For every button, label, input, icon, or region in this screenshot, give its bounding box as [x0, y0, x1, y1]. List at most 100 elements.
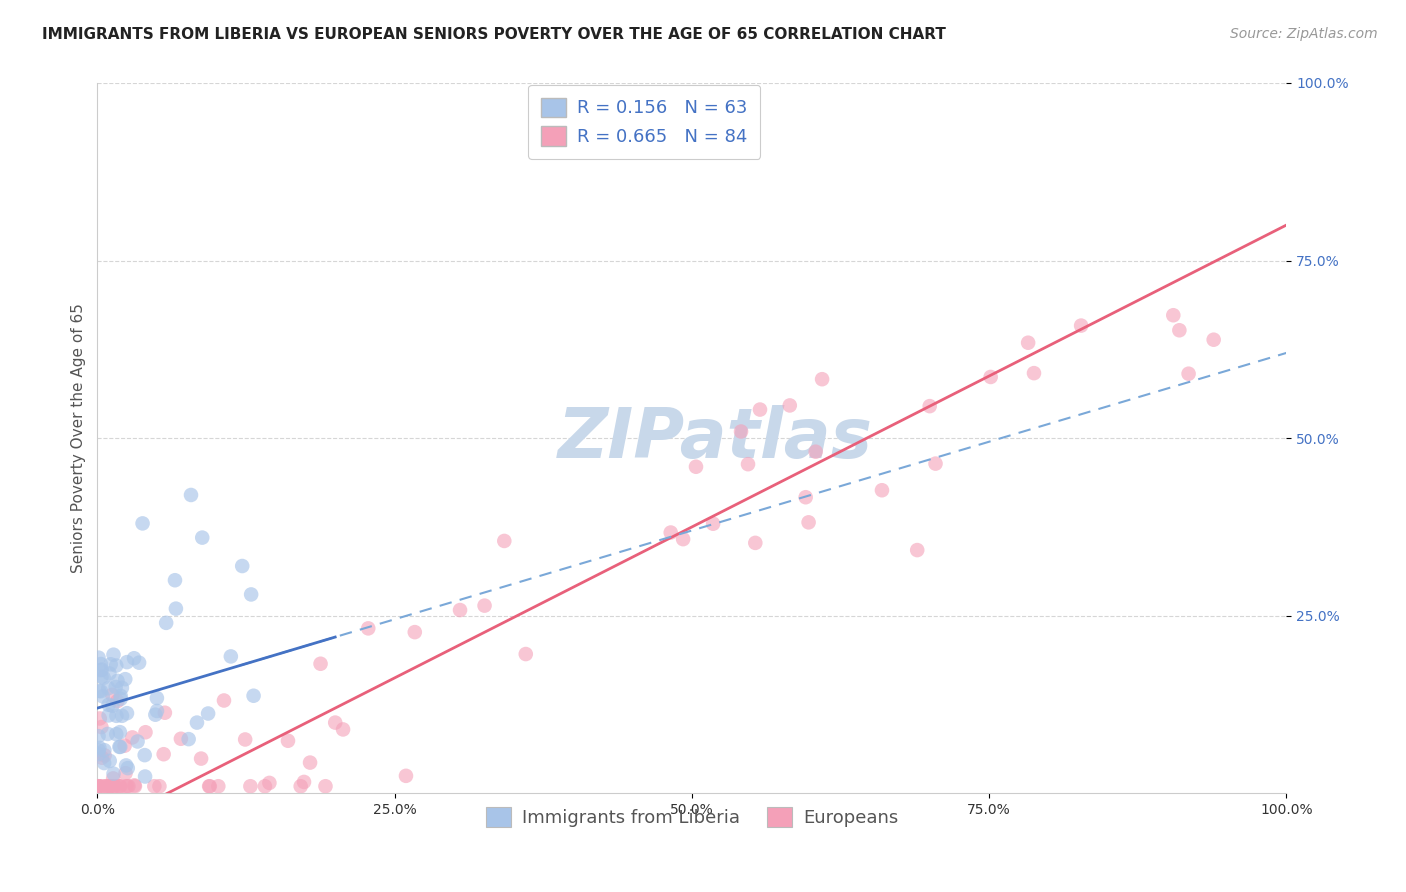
Point	[134, 725, 156, 739]
Point	[87, 650, 110, 665]
Point	[309, 657, 332, 671]
Point	[233, 732, 256, 747]
Point	[165, 601, 187, 615]
Point	[87, 747, 110, 761]
Point	[314, 779, 336, 793]
Point	[1070, 318, 1092, 333]
Point	[1022, 366, 1045, 380]
Point	[97, 727, 120, 741]
Point	[91, 751, 114, 765]
Point	[259, 776, 281, 790]
Point	[93, 743, 115, 757]
Point	[212, 693, 235, 707]
Point	[804, 444, 827, 458]
Point	[97, 708, 120, 723]
Point	[103, 779, 125, 793]
Legend: Immigrants from Liberia, Europeans: Immigrants from Liberia, Europeans	[478, 800, 905, 834]
Point	[163, 573, 186, 587]
Point	[152, 747, 174, 762]
Point	[121, 731, 143, 745]
Point	[104, 680, 127, 694]
Point	[239, 779, 262, 793]
Point	[115, 655, 138, 669]
Point	[395, 769, 418, 783]
Point	[190, 751, 212, 765]
Text: Source: ZipAtlas.com: Source: ZipAtlas.com	[1230, 27, 1378, 41]
Point	[108, 739, 131, 754]
Point	[299, 756, 322, 770]
Point	[90, 663, 112, 677]
Point	[134, 770, 156, 784]
Point	[749, 402, 772, 417]
Y-axis label: Seniors Poverty Over the Age of 65: Seniors Poverty Over the Age of 65	[72, 303, 86, 573]
Point	[730, 425, 752, 439]
Point	[797, 516, 820, 530]
Point	[1202, 333, 1225, 347]
Point	[114, 779, 136, 793]
Point	[96, 779, 118, 793]
Point	[905, 543, 928, 558]
Point	[131, 516, 153, 531]
Point	[93, 756, 115, 770]
Point	[117, 761, 139, 775]
Point	[128, 656, 150, 670]
Point	[90, 657, 112, 671]
Point	[332, 723, 354, 737]
Point	[108, 779, 131, 793]
Point	[170, 731, 193, 746]
Point	[114, 672, 136, 686]
Point	[105, 727, 128, 741]
Point	[87, 743, 110, 757]
Point	[779, 399, 801, 413]
Point	[155, 615, 177, 630]
Point	[114, 739, 136, 753]
Point	[449, 603, 471, 617]
Point	[146, 691, 169, 706]
Point	[744, 536, 766, 550]
Point	[186, 715, 208, 730]
Point	[191, 531, 214, 545]
Point	[197, 706, 219, 721]
Point	[1161, 308, 1184, 322]
Point	[1177, 367, 1199, 381]
Point	[672, 532, 695, 546]
Point	[107, 673, 129, 688]
Point	[240, 587, 263, 601]
Point	[124, 778, 146, 792]
Point	[107, 779, 129, 793]
Point	[180, 488, 202, 502]
Point	[494, 533, 516, 548]
Point	[111, 708, 134, 723]
Point	[98, 779, 121, 793]
Point	[110, 689, 132, 703]
Point	[143, 707, 166, 722]
Point	[177, 732, 200, 747]
Point	[97, 698, 120, 712]
Point	[122, 651, 145, 665]
Point	[90, 720, 112, 734]
Point	[980, 370, 1002, 384]
Text: IMMIGRANTS FROM LIBERIA VS EUROPEAN SENIORS POVERTY OVER THE AGE OF 65 CORRELATI: IMMIGRANTS FROM LIBERIA VS EUROPEAN SENI…	[42, 27, 946, 42]
Point	[93, 671, 115, 685]
Point	[153, 706, 176, 720]
Point	[89, 740, 111, 755]
Point	[108, 725, 131, 739]
Point	[90, 684, 112, 698]
Point	[870, 483, 893, 498]
Point	[110, 739, 132, 754]
Point	[101, 772, 124, 786]
Point	[474, 599, 496, 613]
Point	[277, 733, 299, 747]
Point	[93, 748, 115, 763]
Point	[105, 694, 128, 708]
Point	[98, 666, 121, 681]
Point	[219, 649, 242, 664]
Point	[794, 490, 817, 504]
Point	[148, 779, 170, 793]
Point	[103, 648, 125, 662]
Point	[404, 625, 426, 640]
Point	[97, 681, 120, 696]
Point	[124, 779, 146, 793]
Point	[105, 708, 128, 723]
Point	[1017, 335, 1039, 350]
